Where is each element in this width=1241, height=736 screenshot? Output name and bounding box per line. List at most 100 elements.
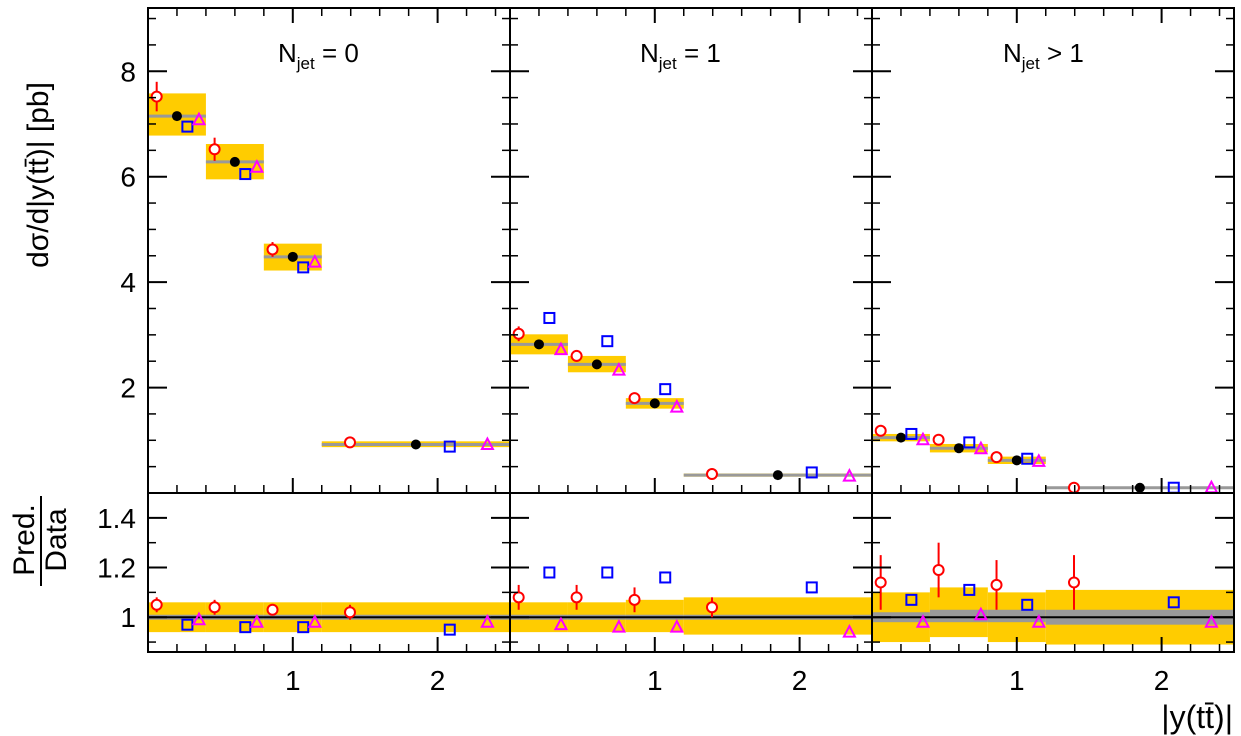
pred-triangle-top-p0-b1 [249, 159, 265, 173]
pred-triangle-ratio-p0-b3 [480, 614, 495, 628]
pred-square-top-p1-b2 [659, 383, 672, 396]
data-point-top-p2-b3 [1134, 482, 1145, 493]
pred-triangle-ratio-p1-b1 [611, 619, 627, 633]
pred-triangle-ratio-p0-b1 [249, 614, 265, 628]
markers [150, 81, 1219, 638]
y-tick-label-top-3: 8 [120, 56, 136, 87]
pred-square-ratio-p2-b2 [1021, 598, 1034, 611]
pred-triangle-top-p1-b1 [611, 362, 627, 376]
x-tick-label-p2-0: 1 [1009, 665, 1025, 696]
pred-triangle-top-p0-b3 [480, 436, 495, 450]
pred-square-top-p2-b0 [905, 427, 918, 440]
y-tick-label-top-1: 4 [120, 267, 136, 298]
pred-circle-top-p1-b3 [705, 468, 718, 481]
data-point-top-p2-b2 [1011, 455, 1022, 466]
pred-circle-top-p0-b0 [150, 90, 163, 103]
pred-triangle-top-p1-b0 [553, 341, 569, 356]
pred-square-top-p0-b1 [239, 168, 252, 181]
panel-title-2-main: N [1003, 38, 1022, 68]
x-tick-label-p2-1: 2 [1154, 665, 1170, 696]
pred-triangle-ratio-p2-b1 [973, 606, 989, 621]
pred-triangle-ratio-p0-b2 [307, 614, 322, 628]
pred-square-ratio-p2-b1 [963, 583, 976, 596]
pred-triangle-ratio-p2-b3 [1204, 614, 1219, 628]
x-axis-label: |y(tt̄)| [1161, 699, 1233, 735]
panel-frames [147, 7, 1235, 653]
pred-square-ratio-p2-b3 [1167, 596, 1180, 609]
pred-circle-top-p2-b2 [990, 451, 1003, 464]
panel-title-1-sub: jet [658, 54, 677, 73]
panel-title-0-sub: jet [296, 54, 315, 73]
pred-square-ratio-p1-b1 [601, 566, 614, 579]
gray-band-ratio-p2-b2 [987, 609, 1046, 623]
svg-text:Njet = 0: Njet = 0 [278, 38, 359, 73]
pred-circle-ratio-p0-b2 [266, 603, 279, 616]
outer-frame [147, 7, 1235, 653]
pred-circle-top-p2-b0 [874, 424, 887, 437]
tick-marks [148, 8, 1234, 652]
pred-circle-ratio-p1-b3 [705, 601, 718, 614]
pred-circle-ratio-p2-b3 [1067, 576, 1080, 589]
ratio-label-numerator: Pred. [8, 504, 41, 576]
pred-triangle-top-p1-b2 [669, 398, 684, 413]
pred-triangle-ratio-p1-b3 [842, 623, 857, 638]
gray-band-ratio-p2-b1 [929, 609, 988, 623]
pred-triangle-top-p2-b0 [915, 431, 931, 446]
pred-circle-top-p1-b0 [512, 327, 525, 340]
pred-triangle-ratio-p1-b0 [553, 616, 569, 631]
pred-circle-top-p0-b1 [208, 143, 221, 156]
data-point-top-p1-b3 [772, 470, 783, 481]
x-tick-label-p1-0: 1 [647, 665, 663, 696]
data-point-top-p1-b2 [649, 398, 660, 409]
pred-circle-ratio-p2-b1 [932, 564, 945, 577]
pred-triangle-ratio-p1-b2 [669, 619, 684, 633]
pred-square-ratio-p1-b3 [805, 581, 818, 594]
central-lines [148, 114, 1234, 619]
y-tick-label-top-2: 6 [120, 162, 136, 193]
pred-circle-top-p0-b2 [266, 243, 279, 256]
pred-triangle-top-p2-b1 [973, 440, 989, 455]
pred-square-ratio-p0-b3 [443, 623, 456, 636]
y-axis-label-top: dσ/d|y(tt̄)| [pb] [22, 82, 55, 268]
pred-triangle-ratio-p2-b0 [915, 614, 931, 628]
data-point-top-p0-b3 [410, 439, 421, 450]
pred-square-top-p1-b1 [601, 335, 614, 348]
pred-circle-ratio-p0-b0 [150, 598, 163, 611]
pred-triangle-top-p0-b0 [191, 111, 207, 126]
panel-title-0: Njet = 0 [278, 38, 359, 73]
pred-square-top-p1-b3 [805, 466, 818, 479]
panel-title-2-rest: > 1 [1040, 38, 1084, 68]
pred-circle-ratio-p0-b3 [343, 606, 356, 619]
panel-title-0-main: N [278, 38, 297, 68]
pred-triangle-top-p2-b2 [1031, 453, 1046, 467]
panel-title-2-sub: jet [1021, 54, 1040, 73]
pred-circle-ratio-p1-b2 [628, 593, 641, 606]
data-point-top-p1-b0 [533, 339, 544, 350]
y-tick-label-ratio-2: 1.4 [97, 503, 136, 534]
panel-title-1-rest: = 1 [677, 38, 721, 68]
pred-circle-top-p1-b1 [570, 349, 583, 362]
uncertainty-bands [148, 93, 1234, 645]
y-tick-label-top-0: 2 [120, 373, 136, 404]
pred-triangle-ratio-p2-b2 [1031, 614, 1046, 628]
pred-square-top-p0-b3 [443, 440, 456, 453]
data-point-top-p0-b1 [229, 156, 240, 167]
svg-text:Njet > 1: Njet > 1 [1003, 38, 1084, 73]
pred-circle-ratio-p2-b0 [874, 576, 887, 589]
tick-labels: 2 4 6 8 1 1.2 1.4 1 2 1 2 1 2 [97, 56, 1169, 696]
pred-circle-top-p2-b1 [932, 433, 945, 446]
pred-circle-ratio-p1-b1 [570, 591, 583, 604]
pred-circle-ratio-p1-b0 [512, 591, 525, 604]
panel-title-1-main: N [640, 38, 659, 68]
x-tick-label-p1-1: 2 [792, 665, 808, 696]
panel-title-0-rest: = 0 [315, 38, 359, 68]
panel-title-1: Njet = 1 [640, 38, 721, 73]
data-point-top-p1-b1 [591, 359, 602, 370]
pred-square-top-p1-b0 [543, 311, 556, 324]
pred-triangle-top-p0-b2 [307, 253, 322, 268]
data-point-top-p0-b0 [171, 111, 182, 122]
data-point-top-p0-b2 [287, 251, 298, 262]
pred-circle-top-p0-b3 [343, 436, 356, 449]
pred-square-ratio-p2-b0 [905, 593, 918, 606]
